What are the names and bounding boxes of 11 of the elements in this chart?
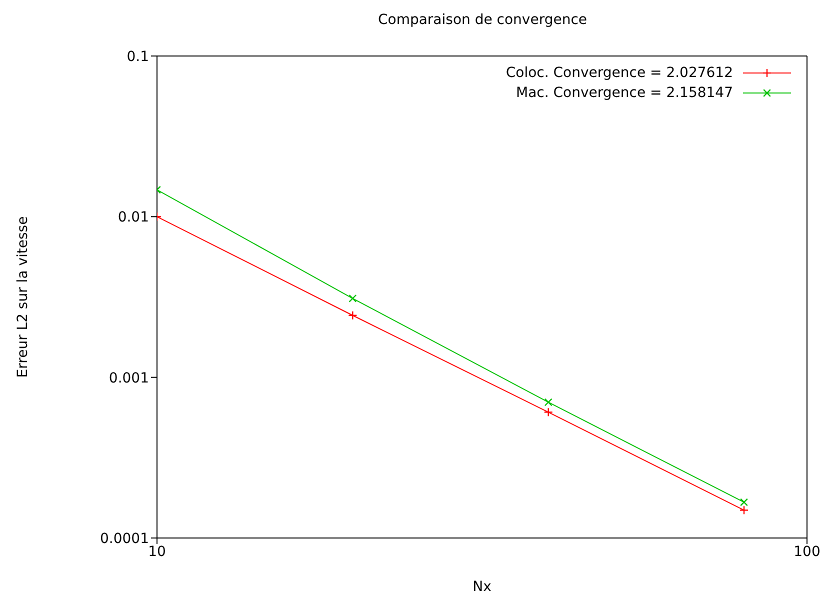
x-tick-label: 100 [794,544,820,560]
y-axis-title: Erreur L2 sur la vitesse [14,216,31,378]
y-tick-label: 0.0001 [100,530,149,547]
y-tick-label: 0.001 [108,370,149,386]
chart-title: Comparaison de convergence [376,12,588,28]
y-tick-label: 0.1 [126,48,149,65]
y-tick-label: 0.01 [118,210,149,226]
legend-label: Coloc. Convergence = 2.027612 [506,65,733,81]
legend-label: Mac. Convergence = 2.158147 [516,85,733,101]
x-axis-title: Nx [472,579,492,595]
x-tick-label: 10 [148,544,166,560]
